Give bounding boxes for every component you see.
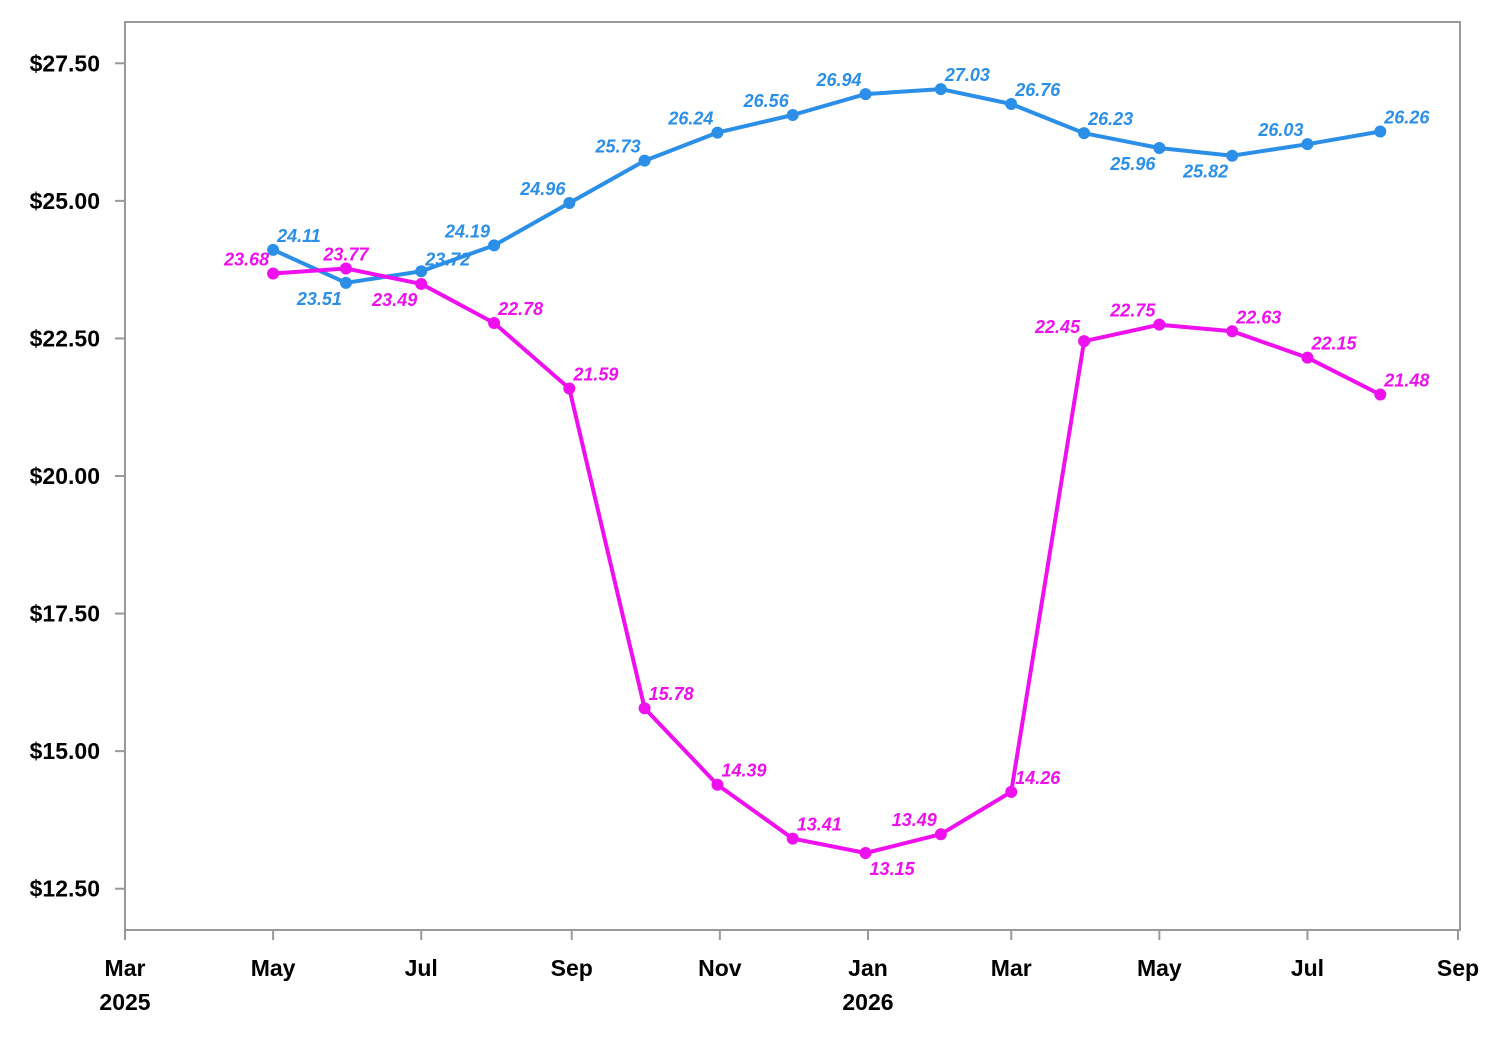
series-1-point <box>934 83 947 96</box>
series-2-data-label: 13.49 <box>892 810 937 830</box>
x-axis: Mar May Jul Sep Nov Jan Mar May Jul Sep 2025 2026 <box>99 930 1479 1015</box>
series-2-data-label: 13.15 <box>870 859 916 879</box>
series-2-point <box>1153 318 1166 331</box>
x-tick-label: May <box>1137 955 1182 981</box>
x-tick-label: Nov <box>698 955 742 981</box>
series-2-data-label: 23.77 <box>322 245 369 265</box>
series-1-point <box>1374 125 1387 138</box>
series-2-point <box>859 846 872 859</box>
x-tick-label: Jul <box>405 955 438 981</box>
series-2-point <box>339 262 352 275</box>
series-1-point <box>488 239 501 252</box>
series-2-data-label: 14.39 <box>721 761 766 781</box>
x-tick-label: Jan <box>848 955 888 981</box>
series-1-data-label: 26.24 <box>667 109 713 129</box>
series-2-data-label: 22.45 <box>1034 317 1081 337</box>
series-1-data-label: 24.96 <box>519 179 566 199</box>
series-2-data-label: 13.41 <box>797 815 842 835</box>
series-2-point <box>1005 785 1018 798</box>
series-1-data-label: 23.51 <box>296 289 342 309</box>
y-tick-label: $22.50 <box>30 325 100 351</box>
series-2-point <box>934 828 947 841</box>
x-tick-label: Sep <box>1437 955 1479 981</box>
x-tick-label: Jul <box>1291 955 1324 981</box>
x-tick-label: Sep <box>551 955 593 981</box>
series-1-point <box>339 276 352 289</box>
series-2-point <box>415 277 428 290</box>
x-year-label: 2026 <box>842 989 893 1015</box>
x-tick-label: Mar <box>105 955 146 981</box>
series-1-data-label: 26.76 <box>1014 80 1061 100</box>
y-tick-label: $25.00 <box>30 188 100 214</box>
series-1-point <box>1005 97 1018 110</box>
series-2-point <box>1374 388 1387 401</box>
series-2-data-label: 21.59 <box>572 365 618 385</box>
series-1-line <box>272 87 1381 285</box>
x-tick-label: May <box>251 955 296 981</box>
series-2-data-label: 22.75 <box>1109 301 1156 321</box>
series-1-data-label: 25.82 <box>1182 162 1228 182</box>
series-2-data-label: 23.49 <box>371 290 417 310</box>
series-1-data-label: 27.03 <box>944 65 990 85</box>
series-1-point <box>563 197 576 210</box>
series-2-point <box>711 778 724 791</box>
series-2-point <box>1078 335 1091 348</box>
series-1-data-label: 25.96 <box>1109 154 1156 174</box>
series-1-point <box>267 243 280 256</box>
series-1-data-label: 25.73 <box>595 137 641 157</box>
series-2-point <box>267 267 280 280</box>
series-2-point <box>488 317 501 330</box>
y-tick-label: $20.00 <box>30 463 100 489</box>
series-1-point <box>415 265 428 278</box>
series-2-point <box>1226 325 1239 338</box>
series-1-data-label: 26.23 <box>1087 109 1133 129</box>
y-axis: $12.50 $15.00 $17.50 $20.00 $22.50 $25.00 $27.… <box>30 50 125 902</box>
y-tick-label: $15.00 <box>30 738 100 764</box>
y-tick-label: $17.50 <box>30 601 100 627</box>
series-1-data-label: 23.72 <box>424 249 470 269</box>
series-1-point <box>859 88 872 101</box>
data-label-layer: 24.11 23.51 23.72 24.19 24.96 25.73 26.24 26.56… <box>223 65 1430 879</box>
series-2-line <box>272 266 1382 855</box>
series-1-point <box>1301 138 1314 151</box>
series-2-data-label: 14.26 <box>1015 768 1061 788</box>
x-tick-label: Mar <box>991 955 1032 981</box>
series-1-point <box>1078 127 1091 140</box>
series-1-data-label: 24.19 <box>444 221 490 241</box>
y-tick-label: $12.50 <box>30 876 100 902</box>
series-1-point <box>786 109 799 122</box>
series-2-data-label: 22.63 <box>1235 307 1281 327</box>
series-2-point <box>1301 351 1314 364</box>
x-year-label: 2025 <box>99 989 150 1015</box>
series-1-data-label: 26.94 <box>816 70 862 90</box>
series-2-data-label: 21.48 <box>1383 371 1429 391</box>
y-tick-label: $27.50 <box>30 50 100 76</box>
series-2-point <box>563 382 576 395</box>
series-1-data-label: 24.11 <box>276 226 321 246</box>
series-1-data-label: 26.03 <box>1257 120 1303 140</box>
series-2-data-label: 23.68 <box>223 249 269 269</box>
series-1-point <box>1153 142 1166 155</box>
series-1-data-label: 26.26 <box>1383 108 1430 128</box>
series-1-point <box>1226 149 1239 162</box>
series-2-data-label: 22.15 <box>1310 334 1357 354</box>
series-1-data-label: 26.56 <box>743 91 790 111</box>
plot-frame <box>124 21 1461 931</box>
series-layer <box>267 83 1387 859</box>
series-2-data-label: 15.78 <box>649 684 694 704</box>
series-1-point <box>638 154 651 167</box>
series-2-point <box>786 832 799 845</box>
series-2-data-label: 22.78 <box>497 299 543 319</box>
series-1-point <box>711 126 724 139</box>
series-2-point <box>638 702 651 715</box>
